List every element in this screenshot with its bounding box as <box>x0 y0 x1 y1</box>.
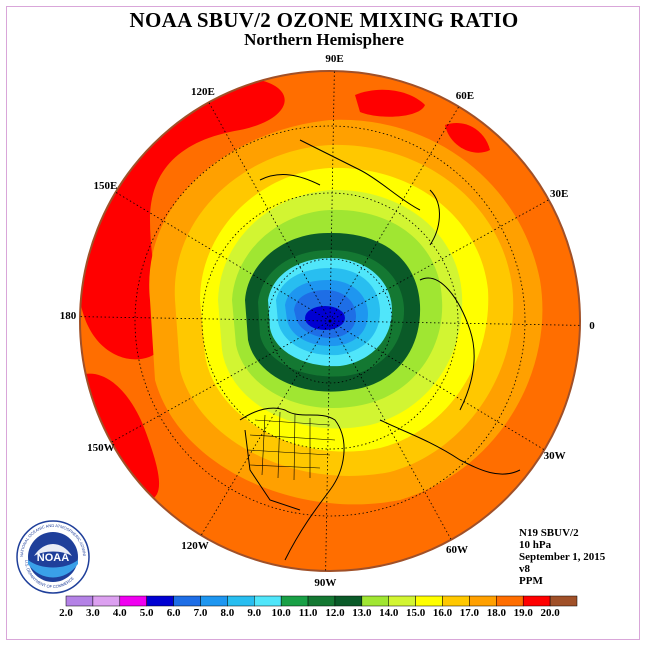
colorbar-tick-label: 11.0 <box>298 607 318 619</box>
info-version: v8 <box>519 563 530 575</box>
meridian-line <box>115 191 331 322</box>
colorbar-tick-label: 2.0 <box>59 607 73 619</box>
longitude-label: 60W <box>446 544 469 557</box>
colorbar-tick-label: 14.0 <box>379 607 399 619</box>
meridian-line <box>200 320 331 536</box>
info-satellite: N19 SBUV/2 <box>519 527 579 539</box>
field-patch-red-north <box>355 89 425 117</box>
meridian-line <box>329 320 545 451</box>
longitude-label: 180 <box>59 310 77 323</box>
colorbar-tick-label: 6.0 <box>166 607 181 619</box>
map-subtitle: Northern Hemisphere <box>244 30 404 49</box>
meridian-line <box>329 71 335 322</box>
longitude-label: 150W <box>87 442 115 455</box>
colorbar-tick-label: 3.0 <box>86 607 100 619</box>
longitude-label: 30E <box>549 187 569 200</box>
colorbar-tick-label: 9.0 <box>247 607 262 619</box>
colorbar-tick-label: 20.0 <box>540 607 560 619</box>
colorbar-tick-label: 17.0 <box>459 607 480 619</box>
coastlines <box>239 139 521 561</box>
info-date: September 1, 2015 <box>519 551 606 563</box>
info-units: PPM <box>519 575 543 587</box>
longitude-label: 90E <box>325 53 344 66</box>
map-rim <box>79 70 581 572</box>
colorbar-tick-label: 5.0 <box>139 607 154 619</box>
meridian-line <box>329 320 580 326</box>
colorbar-tick-label: 13.0 <box>352 607 372 619</box>
longitude-label: 60E <box>455 90 475 103</box>
map-title: NOAA SBUV/2 OZONE MIXING RATIO <box>129 8 519 32</box>
field-patch-red-northeast <box>445 122 490 153</box>
page-frame <box>6 6 640 640</box>
meridians <box>80 71 580 571</box>
meridian-line <box>208 102 331 322</box>
logo-text: NOAA <box>37 552 69 564</box>
meridian-line <box>329 199 549 322</box>
colorbar-tick-label: 16.0 <box>432 607 453 619</box>
longitude-label: 0 <box>589 319 595 332</box>
colorbar-tick-label: 18.0 <box>486 607 506 619</box>
meridian-line <box>329 106 460 322</box>
colorbar-tick-label: 19.0 <box>513 607 533 619</box>
longitude-label: 90W <box>314 576 337 589</box>
colorbar-tick-label: 15.0 <box>406 607 426 619</box>
meridian-line <box>111 320 331 443</box>
colorbar-tick-label: 10.0 <box>271 607 291 619</box>
meridian-line <box>80 316 331 322</box>
longitude-label: 30W <box>543 449 566 462</box>
latitude-circles <box>134 125 526 517</box>
meridian-line <box>325 320 331 571</box>
longitude-label: 120E <box>191 85 215 98</box>
state-boundaries <box>247 411 336 481</box>
noaa-logo: NOAA NATIONAL OCEANIC AND ATMOSPHERIC AD… <box>16 520 90 594</box>
field-band-5 <box>305 306 345 330</box>
colorbar-tick-label: 4.0 <box>112 607 127 619</box>
colorbar-tick-label: 7.0 <box>193 607 208 619</box>
colorbar-tick-label: 12.0 <box>325 607 345 619</box>
ozone-field <box>80 71 580 571</box>
info-level: 10 hPa <box>519 539 552 551</box>
meridian-line <box>329 320 452 540</box>
longitude-label: 120W <box>181 539 209 552</box>
longitude-label: 150E <box>93 180 118 193</box>
colorbar-tick-label: 8.0 <box>220 607 235 619</box>
